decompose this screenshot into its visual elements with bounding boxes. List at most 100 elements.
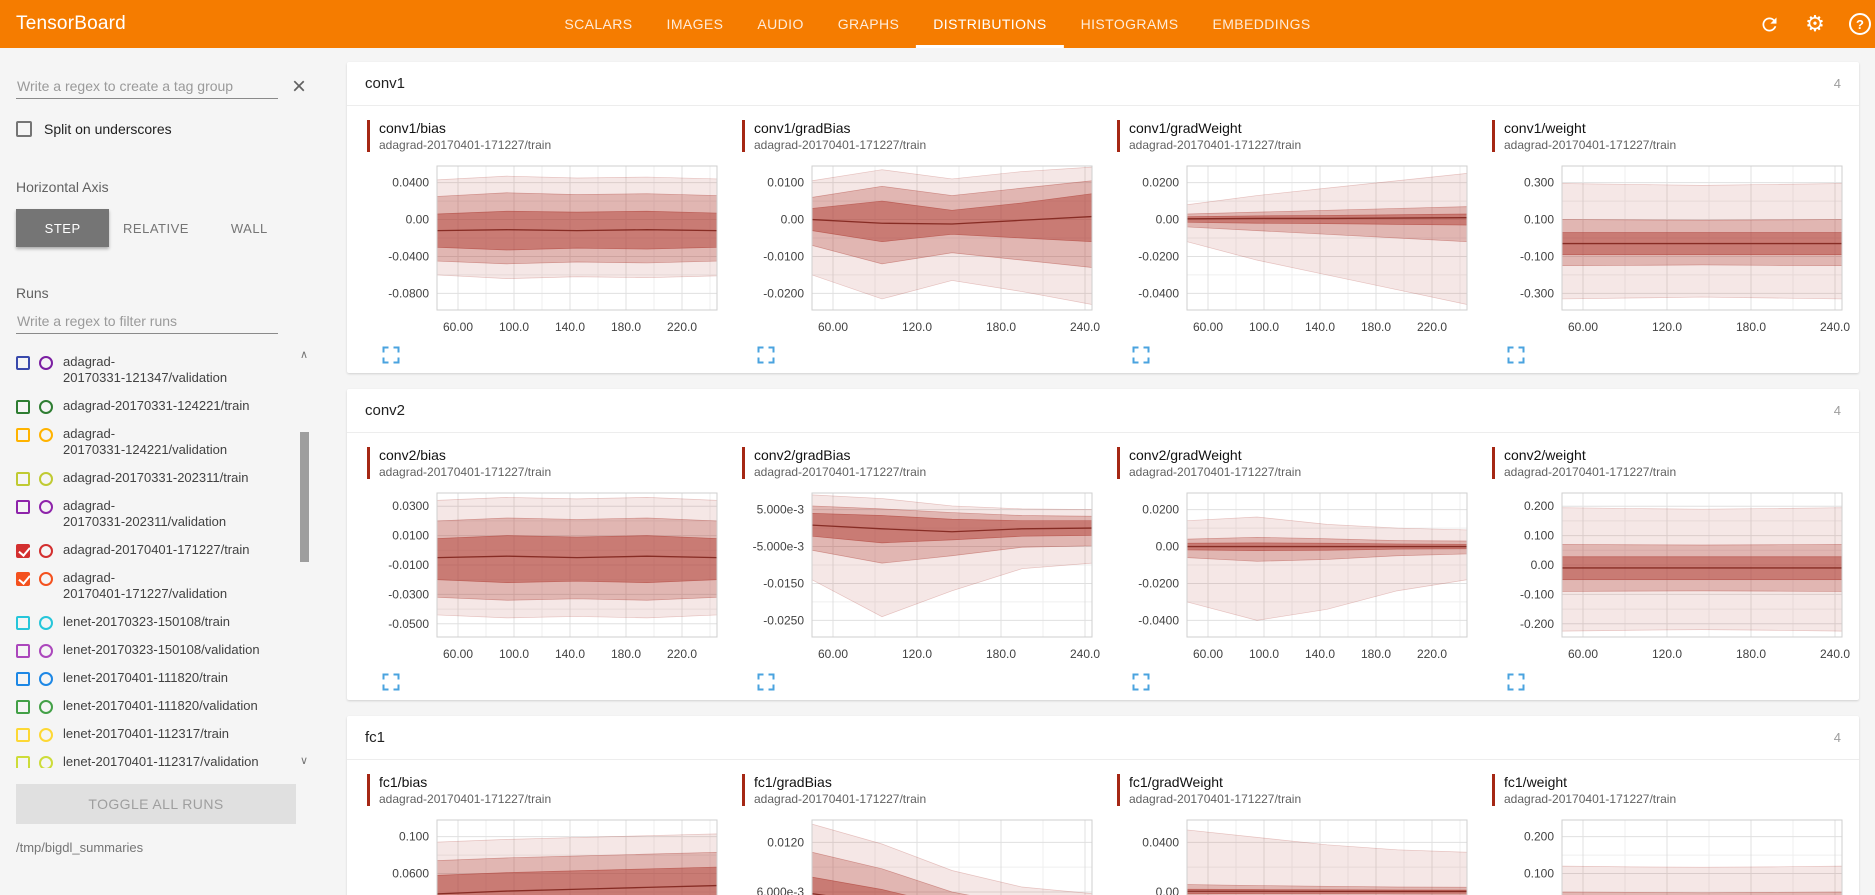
run-row[interactable]: lenet-20170401-111820/validation	[16, 692, 290, 720]
svg-text:0.100: 0.100	[399, 830, 429, 844]
chart-title: conv1/bias	[379, 120, 446, 136]
expand-chart-button[interactable]	[1131, 672, 1151, 692]
run-row[interactable]: adagrad-20170331-124221/train	[16, 392, 290, 420]
run-radio[interactable]	[39, 356, 53, 370]
expand-chart-button[interactable]	[756, 345, 776, 365]
run-checkbox[interactable]	[16, 356, 30, 370]
expand-chart-button[interactable]	[381, 672, 401, 692]
svg-text:-0.0250: -0.0250	[763, 613, 804, 627]
run-radio[interactable]	[39, 544, 53, 558]
split-on-underscores-option[interactable]: Split on underscores	[16, 121, 319, 137]
tag-group-regex-input[interactable]	[16, 74, 278, 99]
fullscreen-icon	[1132, 346, 1150, 364]
tab-histograms[interactable]: HISTOGRAMS	[1080, 16, 1179, 32]
run-radio[interactable]	[39, 644, 53, 658]
category-body: conv2/bias adagrad-20170401-171227/train 0…	[347, 433, 1859, 700]
split-on-underscores-checkbox[interactable]	[16, 121, 32, 137]
svg-text:0.00: 0.00	[1531, 558, 1555, 572]
chart-run-name: adagrad-20170401-171227/train	[754, 792, 927, 806]
run-checkbox[interactable]	[16, 728, 30, 742]
toggle-all-runs-button[interactable]: TOGGLE ALL RUNS	[16, 784, 296, 824]
runs-scrollbar[interactable]: ∧ ∨	[296, 348, 312, 768]
refresh-icon[interactable]	[1757, 12, 1781, 36]
run-radio[interactable]	[39, 756, 53, 768]
scrollbar-thumb[interactable]	[299, 432, 309, 562]
tab-images[interactable]: IMAGES	[666, 16, 724, 32]
axis-button-wall[interactable]: WALL	[230, 220, 268, 236]
run-checkbox[interactable]	[16, 644, 30, 658]
run-checkbox[interactable]	[16, 544, 30, 558]
runs-list[interactable]: adagrad- 20170331-121347/validation adagr…	[16, 348, 312, 768]
expand-chart-button[interactable]	[756, 672, 776, 692]
runs-list-items: adagrad- 20170331-121347/validation adagr…	[16, 348, 290, 768]
run-row[interactable]: lenet-20170401-111820/train	[16, 664, 290, 692]
svg-text:0.0200: 0.0200	[1142, 176, 1179, 190]
gear-icon[interactable]: ⚙	[1805, 11, 1825, 36]
run-row[interactable]: adagrad-20170331-202311/train	[16, 464, 290, 492]
run-row[interactable]: adagrad- 20170331-124221/validation	[16, 420, 290, 464]
run-checkbox[interactable]	[16, 572, 30, 586]
run-checkbox[interactable]	[16, 400, 30, 414]
scroll-down-icon[interactable]: ∨	[299, 755, 309, 767]
run-checkbox[interactable]	[16, 616, 30, 630]
run-row[interactable]: lenet-20170401-112317/train	[16, 720, 290, 748]
run-checkbox[interactable]	[16, 472, 30, 486]
tab-audio[interactable]: AUDIO	[757, 16, 804, 32]
run-checkbox[interactable]	[16, 428, 30, 442]
run-radio[interactable]	[39, 428, 53, 442]
axis-button-step[interactable]: STEP	[16, 209, 110, 247]
scroll-up-icon[interactable]: ∧	[299, 349, 309, 361]
svg-text:-0.200: -0.200	[1520, 617, 1554, 631]
run-checkbox[interactable]	[16, 756, 30, 768]
run-row[interactable]: adagrad- 20170401-171227/validation	[16, 564, 290, 608]
axis-button-relative[interactable]: RELATIVE	[123, 220, 189, 236]
run-row[interactable]: lenet-20170401-112317/validation	[16, 748, 290, 768]
run-label: lenet-20170401-111820/train	[63, 670, 229, 685]
run-radio[interactable]	[39, 616, 53, 630]
run-radio[interactable]	[39, 672, 53, 686]
tab-embeddings[interactable]: EMBEDDINGS	[1212, 16, 1311, 32]
run-radio[interactable]	[39, 472, 53, 486]
run-radio[interactable]	[39, 728, 53, 742]
run-row[interactable]: lenet-20170323-150108/train	[16, 608, 290, 636]
tab-graphs[interactable]: GRAPHS	[837, 16, 900, 32]
help-icon[interactable]: ?	[1849, 13, 1871, 35]
run-checkbox[interactable]	[16, 500, 30, 514]
expand-chart-button[interactable]	[381, 345, 401, 365]
chart-tile: fc1/weight adagrad-20170401-171227/train 0…	[1478, 770, 1853, 895]
category-header-conv2[interactable]: conv2 4	[347, 389, 1859, 433]
close-icon[interactable]: ×	[292, 72, 307, 100]
category-header-fc1[interactable]: fc1 4	[347, 716, 1859, 760]
chart-title: conv1/gradBias	[754, 120, 851, 136]
svg-text:-0.0400: -0.0400	[388, 249, 429, 263]
run-row[interactable]: adagrad- 20170331-121347/validation	[16, 348, 290, 392]
run-radio[interactable]	[39, 700, 53, 714]
chart-tile: conv2/gradWeight adagrad-20170401-171227/…	[1103, 443, 1478, 694]
run-row[interactable]: adagrad-20170401-171227/train	[16, 536, 290, 564]
chart-tile: fc1/bias adagrad-20170401-171227/train 0.1…	[353, 770, 728, 895]
chart-tile: conv2/bias adagrad-20170401-171227/train 0…	[353, 443, 728, 694]
tab-distributions[interactable]: DISTRIBUTIONS	[916, 0, 1064, 48]
distribution-chart: 0.0200 0.00 -0.0200 -0.0400 60.00 100.0 140.0 1…	[1138, 492, 1468, 661]
run-row[interactable]: lenet-20170323-150108/validation	[16, 636, 290, 664]
run-label: lenet-20170401-112317/validation	[63, 754, 259, 768]
svg-text:-0.0200: -0.0200	[1138, 576, 1179, 590]
expand-chart-button[interactable]	[1506, 345, 1526, 365]
svg-text:120.0: 120.0	[1652, 647, 1682, 661]
svg-text:100.0: 100.0	[1249, 647, 1279, 661]
run-label: lenet-20170323-150108/train	[63, 614, 230, 629]
run-row[interactable]: adagrad- 20170331-202311/validation	[16, 492, 290, 536]
run-radio[interactable]	[39, 500, 53, 514]
run-checkbox[interactable]	[16, 700, 30, 714]
main-content[interactable]: conv1 4 conv1/bias adagrad-20170401-171227/…	[335, 48, 1875, 895]
expand-chart-button[interactable]	[1506, 672, 1526, 692]
expand-chart-button[interactable]	[1131, 345, 1151, 365]
category-header-conv1[interactable]: conv1 4	[347, 62, 1859, 106]
run-checkbox[interactable]	[16, 672, 30, 686]
run-regex-input[interactable]	[16, 309, 278, 334]
svg-text:100.0: 100.0	[1249, 320, 1279, 334]
svg-text:0.0400: 0.0400	[1142, 835, 1179, 849]
tab-scalars[interactable]: SCALARS	[564, 16, 633, 32]
run-radio[interactable]	[39, 400, 53, 414]
run-radio[interactable]	[39, 572, 53, 586]
